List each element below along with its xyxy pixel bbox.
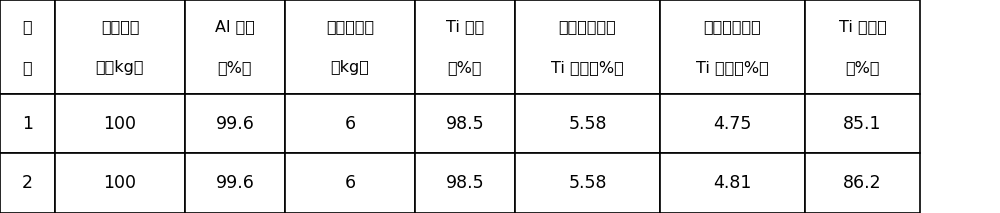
Bar: [0, 94, 55, 153]
Bar: [660, 153, 805, 213]
Bar: [515, 94, 660, 153]
Text: 6: 6: [344, 115, 356, 132]
Bar: [660, 94, 805, 153]
Text: 98.5: 98.5: [446, 115, 484, 132]
Text: 钛块加入量: 钛块加入量: [326, 19, 374, 34]
Text: Ti 含量（%）: Ti 含量（%）: [551, 60, 624, 75]
Text: 4.75: 4.75: [713, 115, 752, 132]
Bar: [515, 153, 660, 213]
Text: 4.81: 4.81: [713, 174, 752, 192]
Text: 实: 实: [23, 19, 32, 34]
Text: 1: 1: [22, 115, 33, 132]
Text: （%）: （%）: [845, 60, 880, 75]
Text: 99.6: 99.6: [216, 115, 254, 132]
Bar: [415, 94, 515, 153]
Text: 5.58: 5.58: [568, 174, 607, 192]
Bar: [55, 94, 185, 153]
Bar: [515, 0, 660, 94]
Bar: [805, 153, 920, 213]
Bar: [805, 94, 920, 153]
Text: 中间合金理论: 中间合金理论: [559, 19, 616, 34]
Text: 量（kg）: 量（kg）: [96, 60, 144, 75]
Bar: [415, 153, 515, 213]
Text: 100: 100: [104, 174, 136, 192]
Bar: [805, 0, 920, 94]
Text: 2: 2: [22, 174, 33, 192]
Text: （kg）: （kg）: [331, 60, 369, 75]
Bar: [285, 0, 415, 94]
Bar: [0, 0, 55, 94]
Text: 验: 验: [23, 60, 32, 75]
Text: 纯铝加入: 纯铝加入: [101, 19, 139, 34]
Bar: [285, 94, 415, 153]
Text: 100: 100: [104, 115, 136, 132]
Text: 5.58: 5.58: [568, 115, 607, 132]
Text: 86.2: 86.2: [843, 174, 882, 192]
Text: 85.1: 85.1: [843, 115, 882, 132]
Bar: [0, 153, 55, 213]
Bar: [185, 153, 285, 213]
Text: 6: 6: [344, 174, 356, 192]
Text: 98.5: 98.5: [446, 174, 484, 192]
Bar: [415, 0, 515, 94]
Bar: [55, 153, 185, 213]
Text: 中间合金实测: 中间合金实测: [704, 19, 761, 34]
Text: Ti 含量（%）: Ti 含量（%）: [696, 60, 769, 75]
Text: Ti 回收率: Ti 回收率: [839, 19, 886, 34]
Text: （%）: （%）: [448, 60, 482, 75]
Text: Al 含量: Al 含量: [215, 19, 255, 34]
Bar: [185, 0, 285, 94]
Bar: [185, 94, 285, 153]
Bar: [55, 0, 185, 94]
Text: 99.6: 99.6: [216, 174, 254, 192]
Bar: [285, 153, 415, 213]
Text: Ti 含量: Ti 含量: [446, 19, 484, 34]
Bar: [660, 0, 805, 94]
Text: （%）: （%）: [218, 60, 252, 75]
